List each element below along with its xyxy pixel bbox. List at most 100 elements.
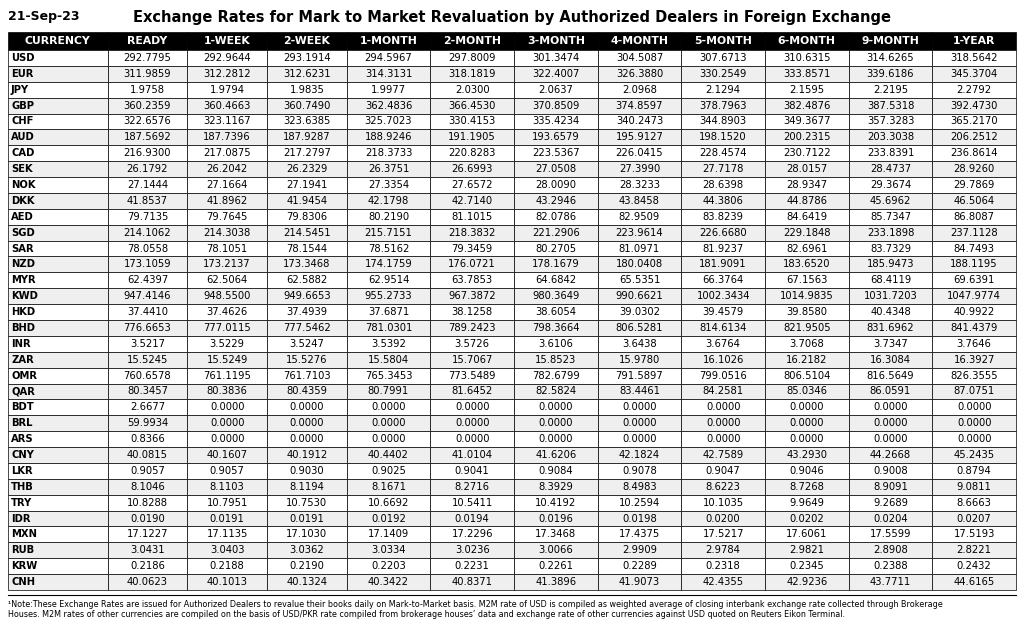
Bar xyxy=(108,50,187,66)
Bar xyxy=(932,352,1016,368)
Bar xyxy=(347,241,430,257)
Text: 841.4379: 841.4379 xyxy=(950,323,997,333)
Bar xyxy=(267,574,347,590)
Text: 0.0192: 0.0192 xyxy=(371,513,406,524)
Text: 15.5245: 15.5245 xyxy=(127,355,168,365)
Text: 814.6134: 814.6134 xyxy=(699,323,746,333)
Text: 39.4579: 39.4579 xyxy=(702,307,743,317)
Text: 0.2231: 0.2231 xyxy=(455,561,489,571)
Bar xyxy=(681,574,765,590)
Text: 2.9909: 2.9909 xyxy=(622,545,657,555)
Text: 42.7140: 42.7140 xyxy=(452,196,493,206)
Text: 174.1759: 174.1759 xyxy=(365,259,413,269)
Bar xyxy=(681,66,765,82)
Text: 38.1258: 38.1258 xyxy=(452,307,493,317)
Text: MYR: MYR xyxy=(11,275,36,285)
Bar xyxy=(681,352,765,368)
Bar xyxy=(681,463,765,479)
Bar xyxy=(514,495,598,511)
Bar xyxy=(681,257,765,273)
Bar xyxy=(8,129,108,145)
Bar xyxy=(108,463,187,479)
Text: 980.3649: 980.3649 xyxy=(532,291,580,301)
Bar xyxy=(187,399,267,415)
Text: 3.6764: 3.6764 xyxy=(706,339,740,349)
Bar xyxy=(187,32,267,50)
Bar xyxy=(681,113,765,129)
Bar xyxy=(187,526,267,542)
Text: 15.9780: 15.9780 xyxy=(618,355,660,365)
Text: 203.3038: 203.3038 xyxy=(867,132,914,142)
Text: 188.1195: 188.1195 xyxy=(950,259,998,269)
Bar xyxy=(932,399,1016,415)
Text: 27.1941: 27.1941 xyxy=(286,180,328,190)
Text: NOK: NOK xyxy=(11,180,36,190)
Bar xyxy=(681,97,765,113)
Bar xyxy=(932,495,1016,511)
Bar xyxy=(932,368,1016,383)
Bar xyxy=(347,542,430,558)
Text: 374.8597: 374.8597 xyxy=(615,101,664,111)
Bar xyxy=(8,431,108,447)
Text: CNH: CNH xyxy=(11,577,35,587)
Bar xyxy=(8,383,108,399)
Bar xyxy=(514,352,598,368)
Bar xyxy=(681,431,765,447)
Text: 0.2432: 0.2432 xyxy=(956,561,991,571)
Text: 9-MONTH: 9-MONTH xyxy=(861,36,920,46)
Bar xyxy=(681,82,765,97)
Bar xyxy=(108,511,187,526)
Text: 223.9614: 223.9614 xyxy=(615,227,664,238)
Bar xyxy=(598,193,681,209)
Text: 333.8571: 333.8571 xyxy=(783,69,830,79)
Bar xyxy=(267,447,347,463)
Text: 0.9008: 0.9008 xyxy=(873,466,908,476)
Text: 2-MONTH: 2-MONTH xyxy=(443,36,501,46)
Text: 0.0000: 0.0000 xyxy=(956,419,991,428)
Bar xyxy=(108,129,187,145)
Text: 39.8580: 39.8580 xyxy=(786,307,827,317)
Text: 17.6061: 17.6061 xyxy=(786,529,827,540)
Bar xyxy=(681,336,765,352)
Text: 17.2296: 17.2296 xyxy=(452,529,493,540)
Text: 0.2190: 0.2190 xyxy=(290,561,325,571)
Text: SGD: SGD xyxy=(11,227,35,238)
Text: 198.1520: 198.1520 xyxy=(699,132,746,142)
Text: 325.7023: 325.7023 xyxy=(365,117,413,127)
Text: 1.9977: 1.9977 xyxy=(371,85,407,95)
Text: Houses. M2M rates of other currencies are compiled on the basis of USD/PKR rate : Houses. M2M rates of other currencies ar… xyxy=(8,610,845,619)
Text: KRW: KRW xyxy=(11,561,37,571)
Text: 37.4626: 37.4626 xyxy=(207,307,248,317)
Bar xyxy=(8,542,108,558)
Text: 362.4836: 362.4836 xyxy=(365,101,413,111)
Bar xyxy=(430,542,514,558)
Text: 314.3131: 314.3131 xyxy=(365,69,413,79)
Text: 365.2170: 365.2170 xyxy=(950,117,998,127)
Text: 26.2042: 26.2042 xyxy=(207,164,248,174)
Bar xyxy=(932,463,1016,479)
Bar xyxy=(8,82,108,97)
Bar xyxy=(267,82,347,97)
Text: 40.4402: 40.4402 xyxy=(368,450,409,460)
Bar xyxy=(514,193,598,209)
Text: 323.1167: 323.1167 xyxy=(204,117,251,127)
Bar xyxy=(514,574,598,590)
Text: 322.6576: 322.6576 xyxy=(124,117,171,127)
Bar xyxy=(514,558,598,574)
Text: 29.3674: 29.3674 xyxy=(869,180,911,190)
Text: 949.6653: 949.6653 xyxy=(283,291,331,301)
Bar xyxy=(765,431,849,447)
Text: CURRENCY: CURRENCY xyxy=(25,36,91,46)
Text: 310.6315: 310.6315 xyxy=(783,53,830,63)
Bar xyxy=(598,225,681,241)
Bar xyxy=(598,113,681,129)
Text: 17.1227: 17.1227 xyxy=(127,529,168,540)
Bar xyxy=(347,257,430,273)
Bar xyxy=(598,304,681,320)
Text: 236.8614: 236.8614 xyxy=(950,148,998,158)
Bar xyxy=(430,161,514,177)
Text: 84.2581: 84.2581 xyxy=(702,387,743,396)
Bar xyxy=(430,399,514,415)
Bar xyxy=(187,495,267,511)
Bar xyxy=(932,383,1016,399)
